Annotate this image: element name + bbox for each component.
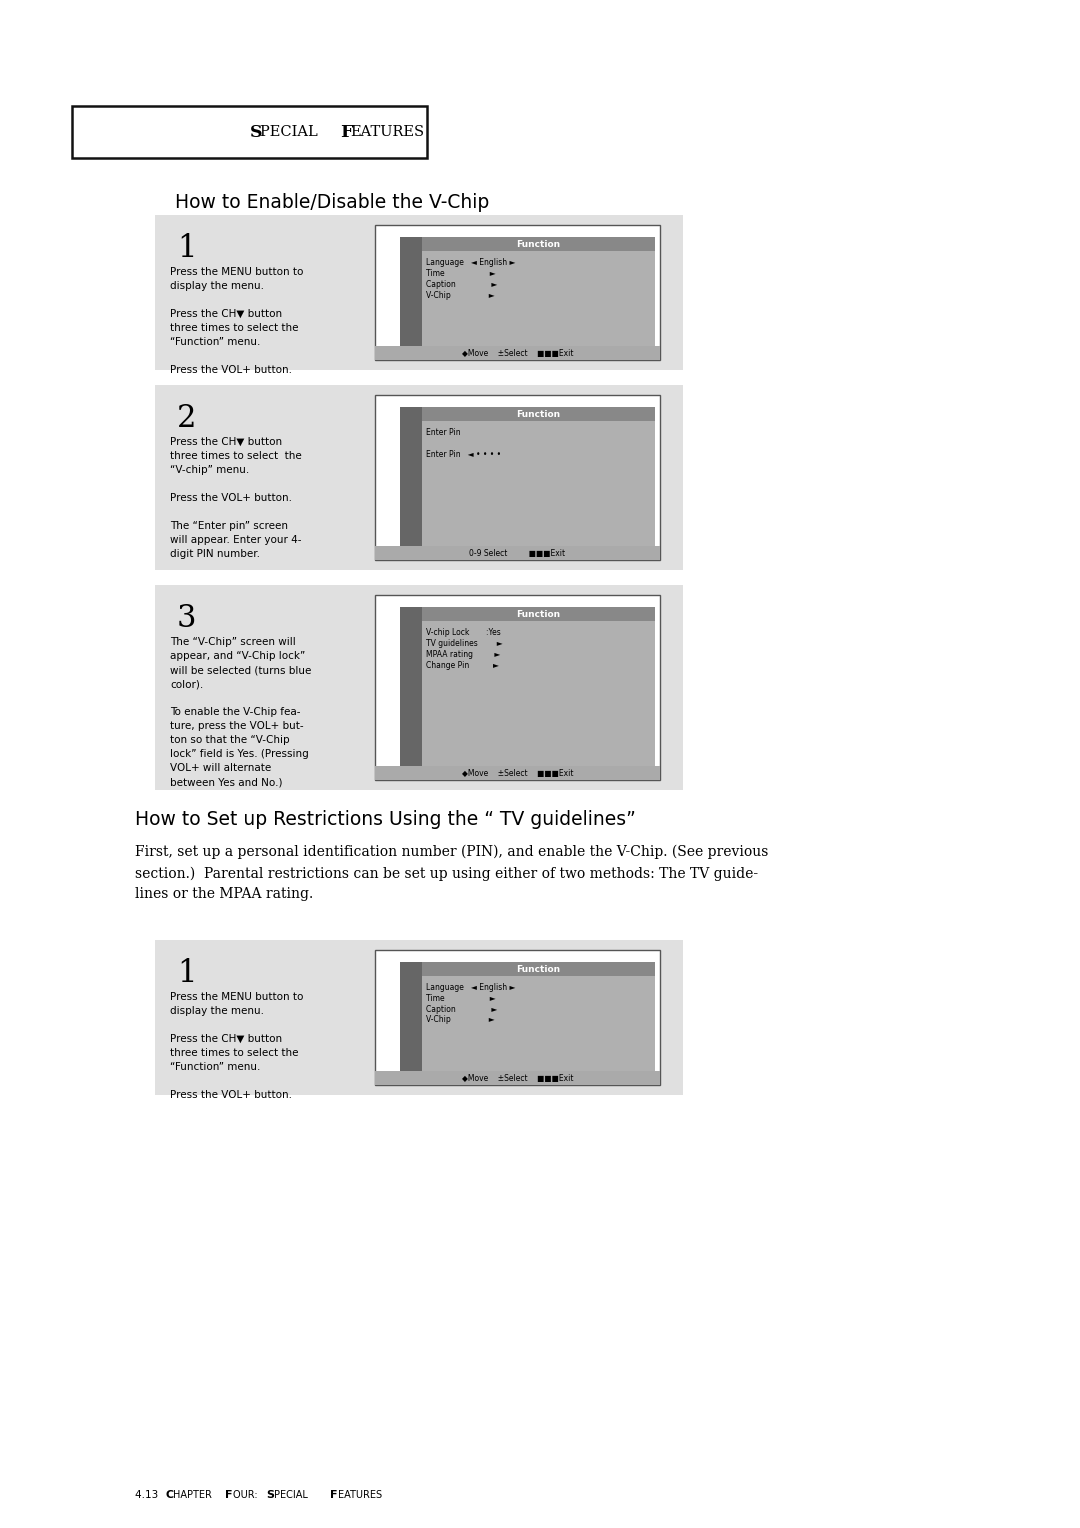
Bar: [375, 345, 660, 361]
Text: 0-9 Select         ■■■Exit: 0-9 Select ■■■Exit: [470, 549, 566, 558]
Text: V-Chip                ►: V-Chip ►: [426, 290, 495, 299]
Text: The “V-Chip” screen will
appear, and “V-Chip lock”
will be selected (turns blue
: The “V-Chip” screen will appear, and “V-…: [170, 637, 311, 787]
Text: Function: Function: [516, 410, 561, 419]
Bar: [375, 950, 660, 1085]
Text: ◆Move    ±Select    ■■■Exit: ◆Move ±Select ■■■Exit: [462, 1074, 573, 1082]
Bar: [156, 215, 683, 370]
Text: How to Enable/Disable the V-Chip: How to Enable/Disable the V-Chip: [175, 193, 489, 212]
Bar: [156, 585, 683, 790]
Text: PECIAL: PECIAL: [260, 125, 327, 139]
Text: Caption               ►: Caption ►: [426, 280, 497, 289]
Text: Press the MENU button to
display the menu.

Press the CH▼ button
three times to : Press the MENU button to display the men…: [170, 267, 303, 374]
Bar: [156, 940, 683, 1096]
Bar: [72, 105, 427, 157]
Bar: [375, 766, 660, 779]
Bar: [400, 607, 654, 767]
Text: F: F: [225, 1490, 232, 1500]
Text: Language   ◄ English ►: Language ◄ English ►: [426, 983, 515, 992]
Text: How to Set up Restrictions Using the “ TV guidelines”: How to Set up Restrictions Using the “ T…: [135, 810, 636, 830]
Bar: [422, 237, 654, 251]
Text: S: S: [249, 124, 262, 141]
Bar: [400, 406, 422, 547]
Bar: [375, 1071, 660, 1085]
Bar: [422, 963, 654, 976]
Text: 3: 3: [177, 604, 197, 634]
Bar: [422, 607, 654, 620]
Text: C: C: [165, 1490, 173, 1500]
Text: Change Pin          ►: Change Pin ►: [426, 660, 499, 669]
Text: Enter Pin: Enter Pin: [426, 428, 461, 437]
Text: EATURES: EATURES: [350, 125, 424, 139]
Text: Function: Function: [516, 610, 561, 619]
Bar: [375, 594, 660, 779]
Text: Time                   ►: Time ►: [426, 269, 496, 278]
Text: TV guidelines        ►: TV guidelines ►: [426, 639, 502, 648]
Bar: [400, 237, 654, 347]
Bar: [375, 225, 660, 361]
Text: Language   ◄ English ►: Language ◄ English ►: [426, 258, 515, 266]
Text: ◆Move    ±Select    ■■■Exit: ◆Move ±Select ■■■Exit: [462, 348, 573, 358]
Bar: [375, 545, 660, 559]
Text: Function: Function: [516, 964, 561, 973]
Text: V-chip Lock       :Yes: V-chip Lock :Yes: [426, 628, 501, 637]
Text: Time                   ►: Time ►: [426, 993, 496, 1002]
Text: ◆Move    ±Select    ■■■Exit: ◆Move ±Select ■■■Exit: [462, 769, 573, 778]
Bar: [400, 406, 654, 547]
Text: First, set up a personal identification number (PIN), and enable the V-Chip. (Se: First, set up a personal identification …: [135, 845, 768, 902]
Text: Press the MENU button to
display the menu.

Press the CH▼ button
three times to : Press the MENU button to display the men…: [170, 992, 303, 1100]
Text: 1: 1: [177, 958, 197, 989]
Text: PECIAL: PECIAL: [274, 1490, 314, 1500]
Text: F: F: [340, 124, 352, 141]
Text: 2: 2: [177, 403, 197, 434]
Bar: [400, 607, 422, 767]
Text: Press the CH▼ button
three times to select  the
“V-chip” menu.

Press the VOL+ b: Press the CH▼ button three times to sele…: [170, 437, 301, 559]
Text: Enter Pin   ◄ • • • •: Enter Pin ◄ • • • •: [426, 449, 501, 458]
Text: Caption               ►: Caption ►: [426, 1004, 497, 1013]
Bar: [400, 237, 422, 347]
Text: HAPTER: HAPTER: [173, 1490, 218, 1500]
Text: S: S: [266, 1490, 274, 1500]
Text: 1: 1: [177, 232, 197, 264]
Text: Function: Function: [516, 240, 561, 249]
Text: EATURES: EATURES: [338, 1490, 382, 1500]
Bar: [156, 385, 683, 570]
Text: V-Chip                ►: V-Chip ►: [426, 1016, 495, 1024]
Text: MPAA rating         ►: MPAA rating ►: [426, 649, 500, 659]
Bar: [400, 963, 422, 1073]
Text: OUR:: OUR:: [233, 1490, 264, 1500]
Text: F: F: [330, 1490, 337, 1500]
Bar: [422, 406, 654, 422]
Bar: [400, 963, 654, 1073]
Text: 4.13: 4.13: [135, 1490, 165, 1500]
Bar: [375, 396, 660, 559]
